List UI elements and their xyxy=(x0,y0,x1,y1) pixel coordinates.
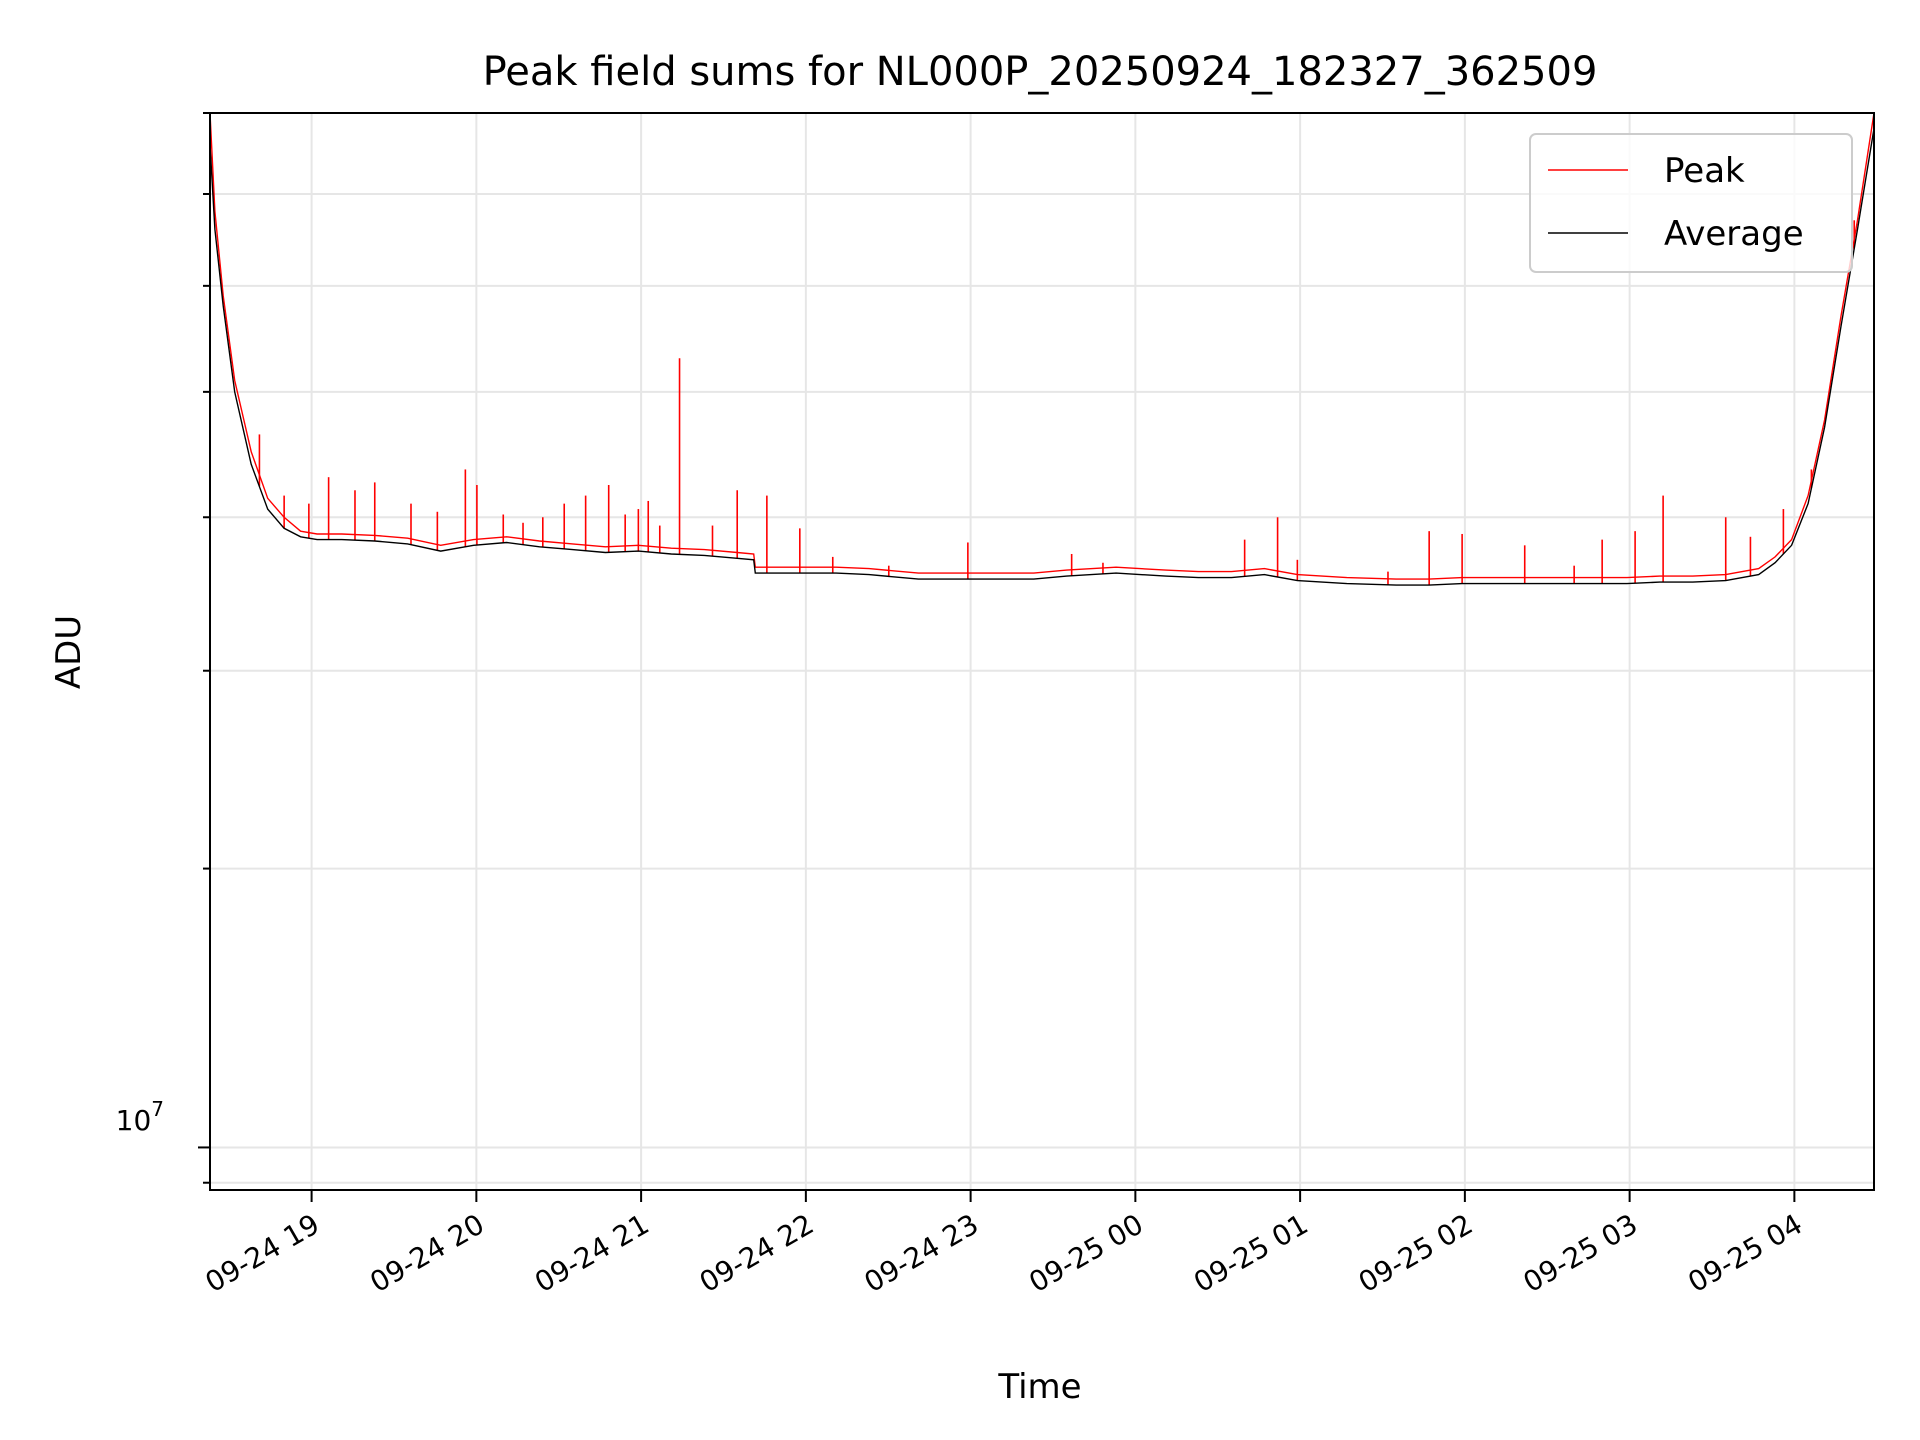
chart-title: Peak field sums for NL000P_20250924_1823… xyxy=(483,49,1598,95)
y-tick-base: 10 xyxy=(116,1104,152,1137)
y-tick-label-1e7: 107 xyxy=(116,1097,164,1137)
legend-average-label: Average xyxy=(1664,214,1804,254)
plot-area xyxy=(210,113,1874,1190)
x-axis-label: Time xyxy=(997,1367,1081,1407)
y-tick-exponent: 7 xyxy=(151,1097,164,1121)
y-axis-label: ADU xyxy=(49,615,89,689)
plot-frame xyxy=(209,112,1875,1191)
average-series-line xyxy=(209,128,1875,586)
peak-spikes xyxy=(258,220,1856,586)
y-axis-ticks xyxy=(198,112,210,1184)
legend-box xyxy=(1529,133,1853,273)
series-layer xyxy=(209,112,1875,586)
legend: Peak Average xyxy=(1529,133,1853,273)
peak-series-line xyxy=(209,112,1875,580)
legend-peak-label: Peak xyxy=(1664,151,1745,191)
